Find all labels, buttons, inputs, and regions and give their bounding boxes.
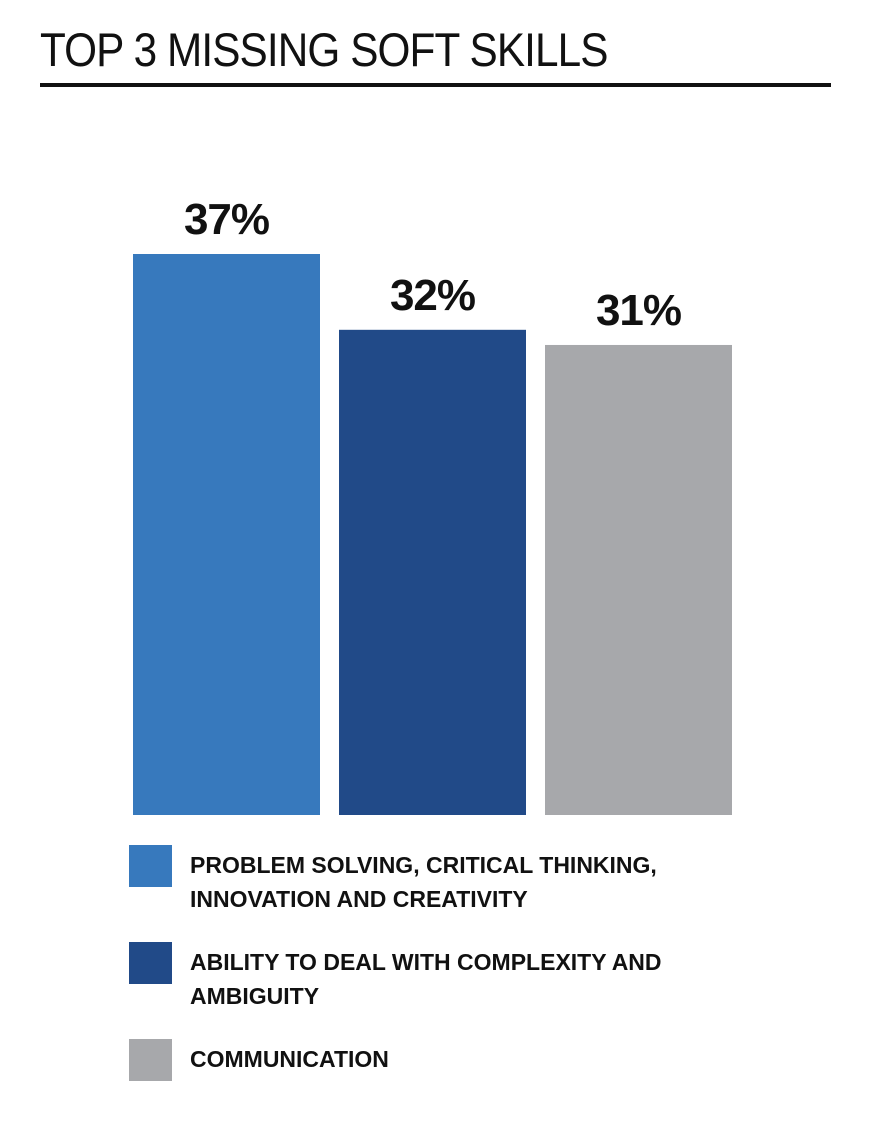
bar-chart: 37% 32% 31%: [133, 195, 732, 815]
value-label-communication: 31%: [596, 286, 681, 335]
legend-label-problem-solving: PROBLEM SOLVING, CRITICAL THINKING, INNO…: [190, 852, 657, 912]
legend-label-communication: COMMUNICATION: [190, 1046, 389, 1072]
legend-label-complexity: ABILITY TO DEAL WITH COMPLEXITY AND AMBI…: [190, 949, 662, 1009]
value-label-problem-solving: 37%: [184, 195, 269, 244]
title-divider: [40, 83, 831, 87]
value-labels-group: 37% 32% 31%: [184, 195, 682, 335]
legend: PROBLEM SOLVING, CRITICAL THINKING, INNO…: [129, 845, 829, 1107]
legend-swatch-communication: [129, 1039, 172, 1081]
bars-group: [133, 254, 732, 815]
legend-item-problem-solving: PROBLEM SOLVING, CRITICAL THINKING, INNO…: [129, 845, 829, 916]
legend-swatch-complexity: [129, 942, 172, 984]
legend-item-complexity: ABILITY TO DEAL WITH COMPLEXITY AND AMBI…: [129, 942, 829, 1013]
page-title: TOP 3 MISSING SOFT SKILLS: [40, 23, 608, 76]
bar-communication: [545, 344, 732, 815]
bar-complexity: [339, 329, 526, 815]
value-label-complexity: 32%: [390, 271, 475, 320]
bar-problem-solving: [133, 254, 320, 815]
legend-item-communication: COMMUNICATION: [129, 1039, 829, 1081]
legend-swatch-problem-solving: [129, 845, 172, 887]
